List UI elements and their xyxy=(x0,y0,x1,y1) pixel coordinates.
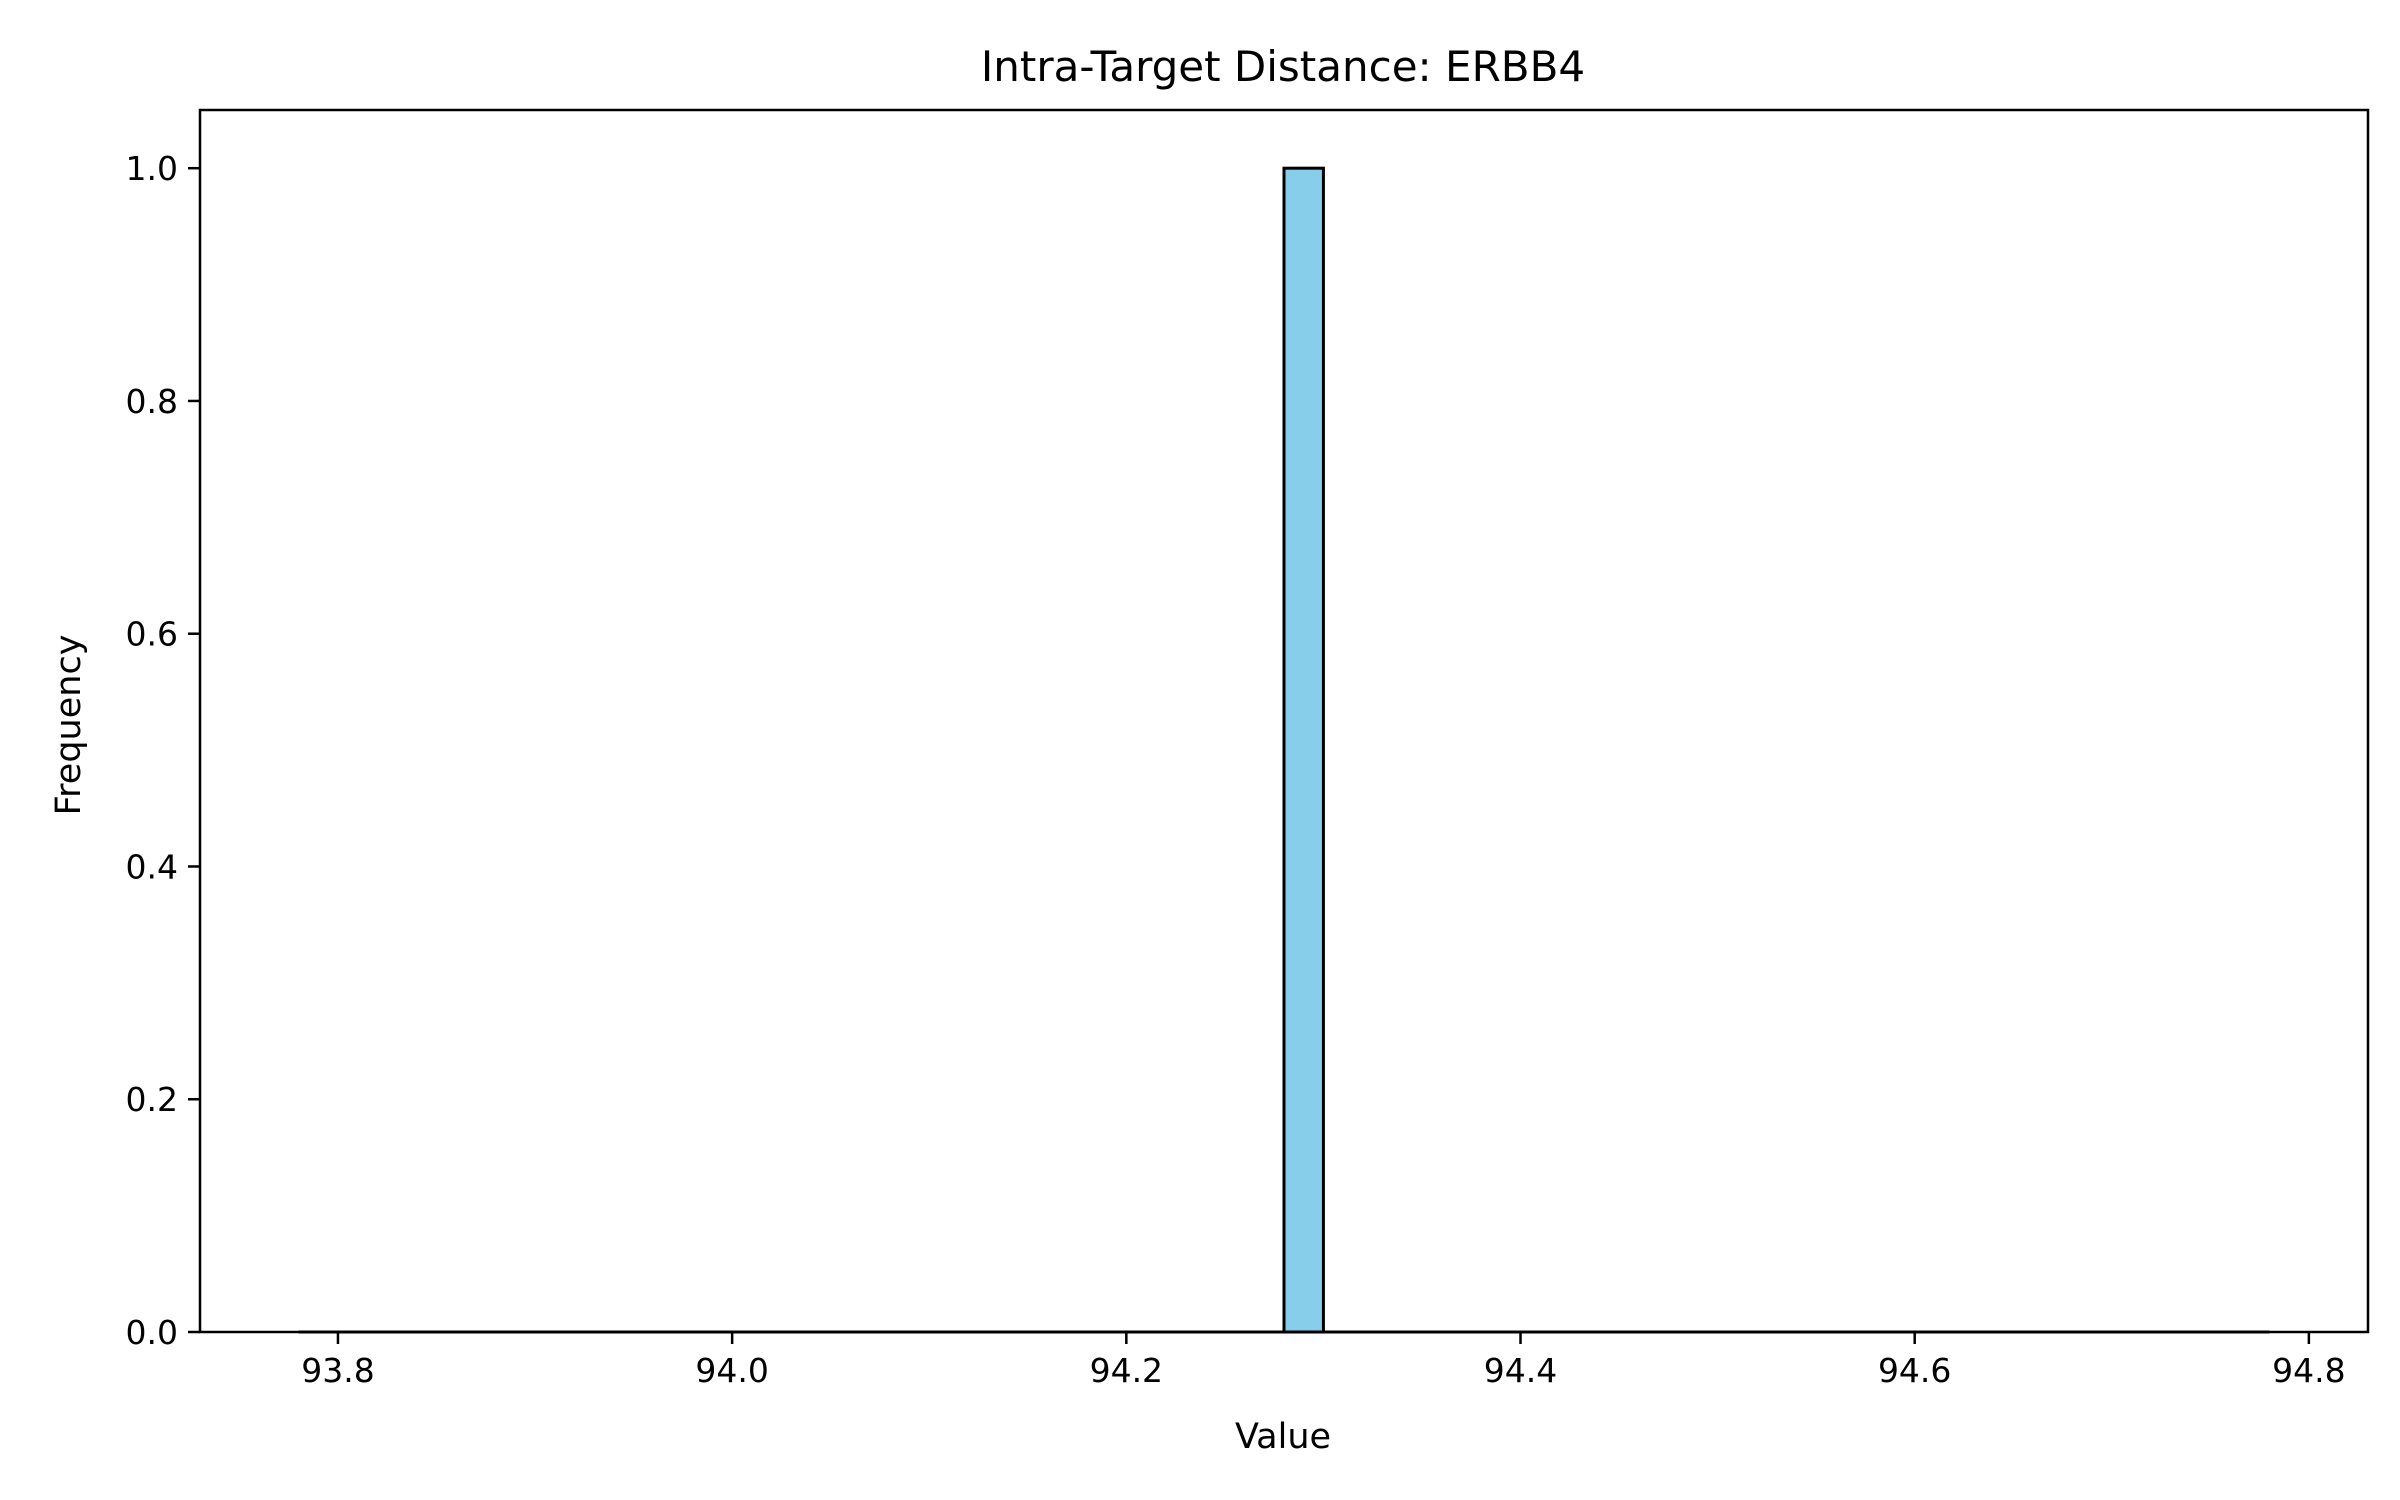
plot-frame xyxy=(198,108,2370,1334)
y-tick-label-2: 0.4 xyxy=(126,847,178,886)
y-tick-label-0: 0.0 xyxy=(126,1313,178,1352)
x-tick-label-2: 94.2 xyxy=(1090,1351,1163,1390)
y-axis-label: Frequency xyxy=(49,635,89,816)
x-axis: 93.8 94.0 94.2 94.4 94.6 94.8 xyxy=(301,1332,2346,1390)
chart-title: Intra-Target Distance: ERBB4 xyxy=(981,42,1585,91)
x-tick-label-3: 94.4 xyxy=(1484,1351,1557,1390)
y-tick-label-1: 0.2 xyxy=(126,1080,178,1119)
y-axis: 0.0 0.2 0.4 0.6 0.8 1.0 xyxy=(126,149,200,1352)
x-axis-label: Value xyxy=(1235,1417,1331,1457)
histogram-bar-0 xyxy=(1282,166,1325,1334)
y-tick-label-5: 1.0 xyxy=(126,149,178,188)
x-tick-label-4: 94.6 xyxy=(1878,1351,1951,1390)
y-tick-label-4: 0.8 xyxy=(126,382,178,421)
x-tick-label-5: 94.8 xyxy=(2272,1351,2345,1390)
x-tick-label-0: 93.8 xyxy=(301,1351,374,1390)
x-tick-label-1: 94.0 xyxy=(695,1351,768,1390)
y-tick-label-3: 0.6 xyxy=(126,615,178,654)
